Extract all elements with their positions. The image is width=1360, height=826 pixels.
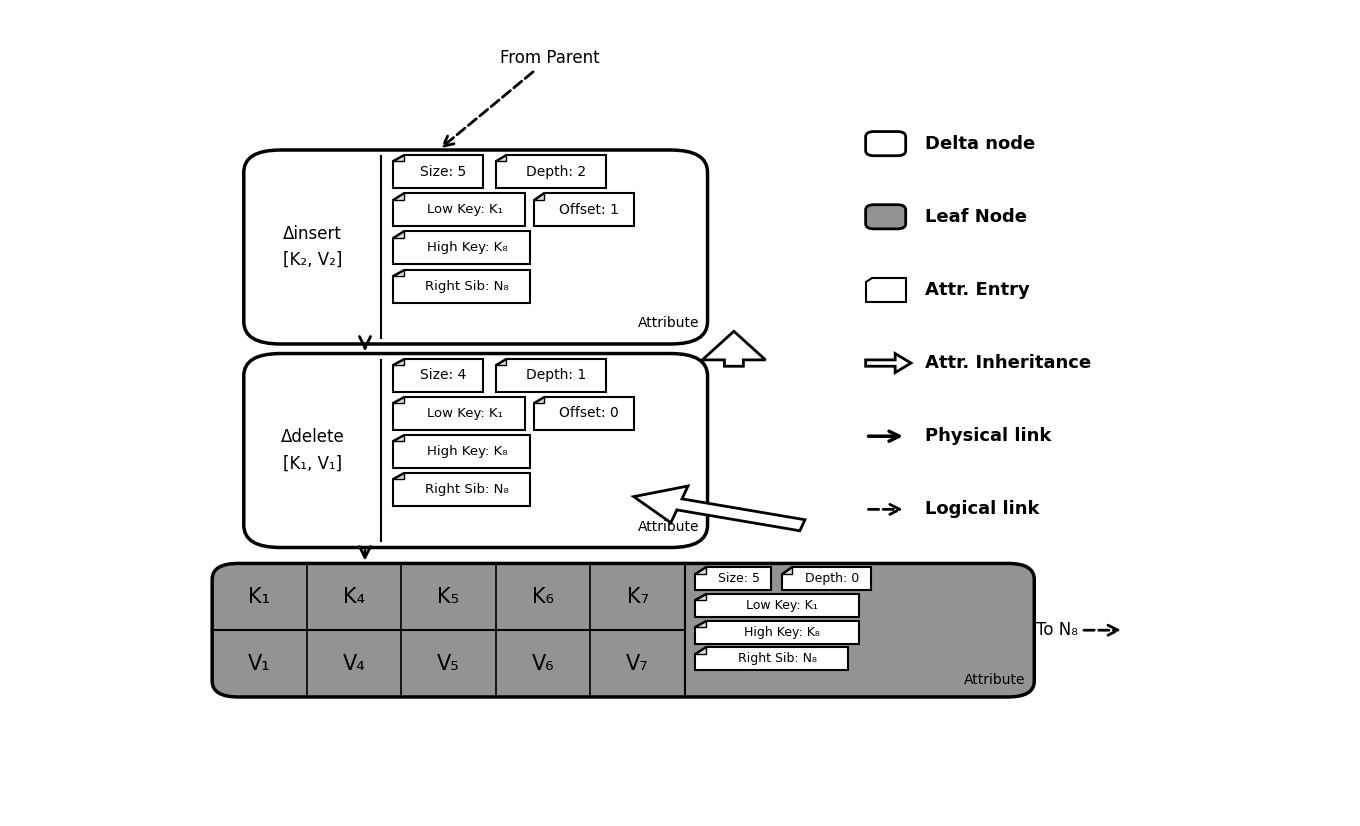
Polygon shape <box>393 396 525 430</box>
Text: To N₈: To N₈ <box>1036 621 1118 639</box>
Polygon shape <box>533 193 634 226</box>
Text: Offset: 1: Offset: 1 <box>559 203 619 216</box>
Text: Depth: 0: Depth: 0 <box>805 572 860 585</box>
Text: Size: 5: Size: 5 <box>420 164 466 178</box>
Polygon shape <box>393 358 483 392</box>
Text: Low Key: K₁: Low Key: K₁ <box>427 407 503 420</box>
Polygon shape <box>495 358 506 365</box>
FancyBboxPatch shape <box>212 563 1035 697</box>
Text: High Key: K₈: High Key: K₈ <box>744 625 820 638</box>
FancyBboxPatch shape <box>865 205 906 229</box>
Polygon shape <box>695 567 771 590</box>
Text: K₆: K₆ <box>532 586 554 607</box>
Text: From Parent: From Parent <box>443 50 600 146</box>
Polygon shape <box>782 567 793 573</box>
Polygon shape <box>393 231 530 264</box>
Polygon shape <box>393 155 404 161</box>
Text: Leaf Node: Leaf Node <box>925 208 1027 225</box>
Text: Attr. Entry: Attr. Entry <box>925 281 1030 299</box>
Polygon shape <box>533 396 544 403</box>
Text: Attribute: Attribute <box>638 520 699 534</box>
Polygon shape <box>533 396 634 430</box>
Polygon shape <box>702 331 766 366</box>
Polygon shape <box>393 396 404 403</box>
Text: Right Sib: N₈: Right Sib: N₈ <box>737 653 816 665</box>
Text: Δinsert
[K₂, V₂]: Δinsert [K₂, V₂] <box>283 225 341 269</box>
Polygon shape <box>865 354 911 373</box>
Polygon shape <box>695 567 706 573</box>
Text: K₅: K₅ <box>438 586 460 607</box>
Text: V₄: V₄ <box>343 653 366 673</box>
Polygon shape <box>393 269 530 302</box>
Polygon shape <box>695 620 858 643</box>
Text: Right Sib: N₈: Right Sib: N₈ <box>426 483 509 496</box>
Text: Attribute: Attribute <box>638 316 699 330</box>
Text: High Key: K₈: High Key: K₈ <box>427 241 507 254</box>
Text: K₁: K₁ <box>249 586 271 607</box>
Polygon shape <box>695 648 706 653</box>
Text: K₇: K₇ <box>627 586 649 607</box>
Text: Low Key: K₁: Low Key: K₁ <box>427 203 503 216</box>
Text: V₁: V₁ <box>248 653 271 673</box>
Text: V₇: V₇ <box>627 653 649 673</box>
Text: V₆: V₆ <box>532 653 555 673</box>
Text: Physical link: Physical link <box>925 427 1051 445</box>
Text: Size: 4: Size: 4 <box>420 368 466 382</box>
Polygon shape <box>695 594 858 617</box>
FancyBboxPatch shape <box>243 354 707 548</box>
Polygon shape <box>393 193 525 226</box>
Text: High Key: K₈: High Key: K₈ <box>427 445 507 458</box>
Text: Depth: 2: Depth: 2 <box>526 164 586 178</box>
Text: Low Key: K₁: Low Key: K₁ <box>747 599 819 612</box>
Polygon shape <box>393 193 404 200</box>
Text: Attribute: Attribute <box>964 673 1025 686</box>
Polygon shape <box>393 269 404 276</box>
Polygon shape <box>634 486 805 531</box>
Polygon shape <box>393 155 483 188</box>
Text: Depth: 1: Depth: 1 <box>526 368 586 382</box>
Polygon shape <box>782 567 872 590</box>
Polygon shape <box>533 193 544 200</box>
Polygon shape <box>393 473 404 479</box>
Polygon shape <box>393 231 404 238</box>
Text: Right Sib: N₈: Right Sib: N₈ <box>426 280 509 292</box>
Text: V₅: V₅ <box>437 653 460 673</box>
Text: Size: 5: Size: 5 <box>718 572 760 585</box>
Text: Offset: 0: Offset: 0 <box>559 406 619 420</box>
Polygon shape <box>695 648 849 670</box>
FancyBboxPatch shape <box>243 150 707 344</box>
Polygon shape <box>393 473 530 506</box>
Text: K₄: K₄ <box>343 586 364 607</box>
Polygon shape <box>393 358 404 365</box>
Text: Logical link: Logical link <box>925 501 1039 519</box>
Text: Attr. Inheritance: Attr. Inheritance <box>925 354 1091 372</box>
Polygon shape <box>495 155 607 188</box>
Text: Δdelete
[K₁, V₁]: Δdelete [K₁, V₁] <box>280 429 344 472</box>
FancyBboxPatch shape <box>865 131 906 156</box>
Polygon shape <box>695 594 706 601</box>
Polygon shape <box>495 358 607 392</box>
Polygon shape <box>495 155 506 161</box>
Polygon shape <box>393 435 404 441</box>
Polygon shape <box>695 620 706 627</box>
Polygon shape <box>393 435 530 468</box>
Text: Delta node: Delta node <box>925 135 1035 153</box>
Polygon shape <box>865 278 906 302</box>
